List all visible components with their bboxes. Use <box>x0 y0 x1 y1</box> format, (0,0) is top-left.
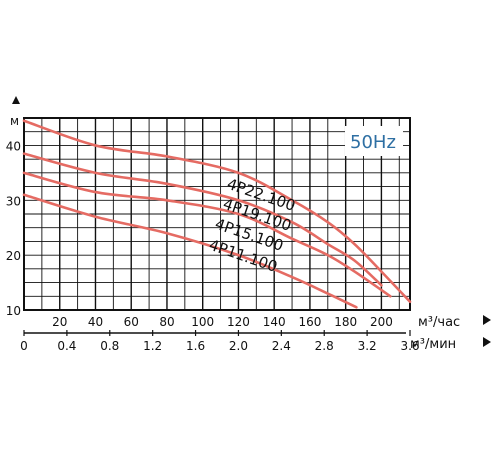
x2-tick-label: 0.4 <box>57 339 76 353</box>
x2-axis-arrow-icon <box>483 337 491 347</box>
x2-tick-label: 3.6 <box>400 339 419 353</box>
x2-tick-label: 2.8 <box>315 339 334 353</box>
x2-tick-label: 0.8 <box>100 339 119 353</box>
x-tick-label: 80 <box>159 315 174 329</box>
x-tick-label: 100 <box>191 315 214 329</box>
y-tick-label: 40 <box>6 139 21 153</box>
x-tick-label: 60 <box>124 315 139 329</box>
curves <box>22 119 412 309</box>
y-tick-label: 10 <box>6 304 21 318</box>
x-tick-label: 40 <box>88 315 103 329</box>
x-tick-label: 200 <box>370 315 393 329</box>
x2-tick-label: 1.6 <box>186 339 205 353</box>
x-tick-label: 120 <box>227 315 250 329</box>
x-tick-label: 160 <box>298 315 321 329</box>
x2-tick-label: 1.2 <box>143 339 162 353</box>
series-line-4p15-100 <box>22 171 392 298</box>
axes: м 10 20 30 40 20 40 60 80 100 120 140 160 180 200 м³/ча… <box>6 96 491 353</box>
x-tick-label: 180 <box>334 315 357 329</box>
x-axis-arrow-icon <box>483 315 491 325</box>
x2-axis-unit: м³/мин <box>410 337 456 352</box>
y-tick-label: 30 <box>6 194 21 208</box>
y-tick-label: 20 <box>6 249 21 263</box>
x-tick-label: 140 <box>263 315 286 329</box>
grid <box>23 117 411 311</box>
x-tick-label: 20 <box>52 315 67 329</box>
y-axis-unit: м <box>10 114 19 128</box>
x-axis-unit: м³/час <box>418 315 460 330</box>
y-axis-arrow-icon <box>12 96 20 104</box>
series-line-4p22-100 <box>22 119 412 304</box>
x2-tick-label: 3.2 <box>358 339 377 353</box>
x2-tick-label: 2.0 <box>229 339 248 353</box>
badge-background <box>345 126 403 156</box>
frequency-badge: 50Hz <box>350 132 396 153</box>
x2-tick-label: 2.4 <box>272 339 291 353</box>
x2-tick-label: 0 <box>20 339 28 353</box>
series-line-4p11-100 <box>22 193 358 309</box>
series-line-4p19-100 <box>22 152 383 287</box>
